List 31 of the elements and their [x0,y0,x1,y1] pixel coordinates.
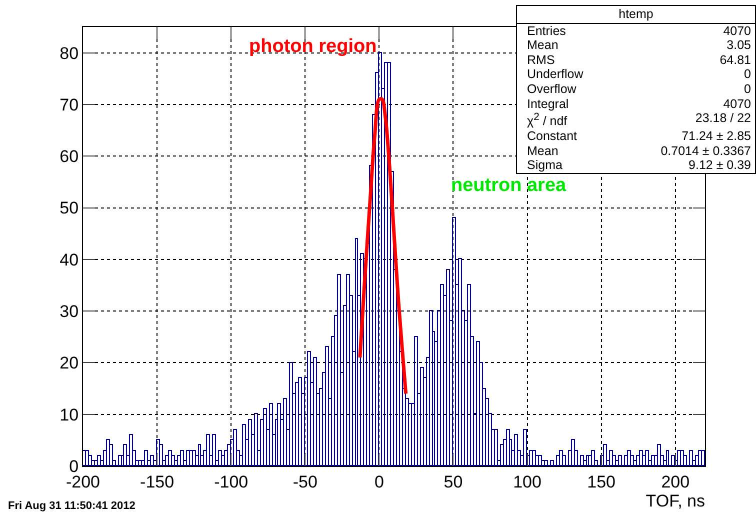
x-tick-label: -150 [140,472,174,492]
text: RMS 64.81 [527,52,751,67]
y-tick-label: 40 [60,250,79,270]
annotation: neutron area [451,175,567,196]
x-axis-title: TOF, ns [646,491,705,510]
x-tick-label: -50 [292,472,318,492]
y-tick-label: 50 [60,198,79,218]
x-tick-label: 100 [513,472,542,492]
y-tick-label: 20 [60,354,79,373]
text: Mean 3.05 [527,38,751,52]
y-tick-label: 60 [60,147,79,166]
text: Entries 4070 [527,24,751,38]
y-tick-label: 70 [60,95,79,114]
annotation: photon region [249,36,377,57]
x-tick-label: 0 [374,472,384,492]
text: Mean 0.7014 ± 0.3367 [527,144,751,158]
text: Underflow 0 [527,67,751,82]
x-tick-label: 50 [444,472,463,492]
text: Fri Aug 31 11:50:41 2012 [8,500,136,512]
y-tick-label: 10 [60,405,79,424]
x-tick-label: -100 [214,472,248,492]
y-tick-label: 80 [60,44,79,63]
y-tick-label: 30 [60,302,79,322]
text: Overflow 0 [527,82,751,96]
text: Integral 4070 [527,96,751,111]
text: Sigma 9.12 ± 0.39 [527,158,751,172]
x-tick-label: 150 [587,472,616,492]
text: χ$^{2}$ / ndf 23.18 / 22 [527,111,751,128]
x-tick-label: 200 [661,472,690,492]
text: Constant 71.24 ± 2.85 [527,128,751,143]
text: htemp [517,6,755,24]
